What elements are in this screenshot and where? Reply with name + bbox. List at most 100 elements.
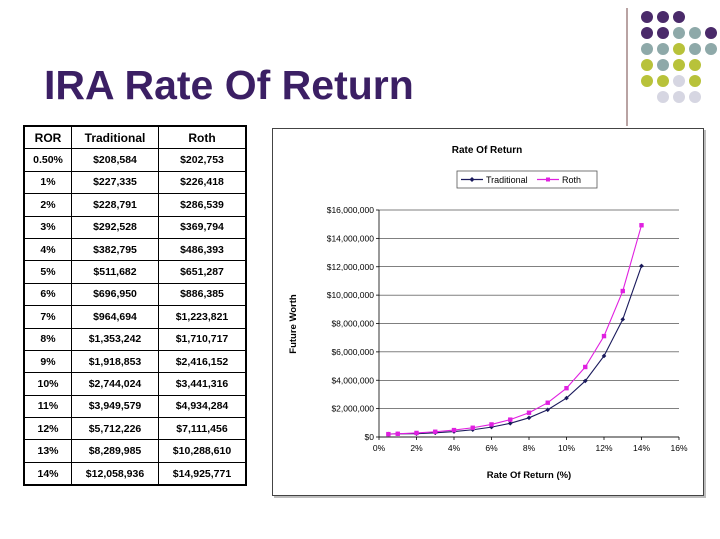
y-tick-label: $8,000,000 bbox=[331, 319, 374, 329]
table-row: 2% $228,791 $286,539 bbox=[24, 193, 246, 217]
decorative-dot bbox=[641, 11, 653, 23]
cell-roth: $651,287 bbox=[158, 260, 246, 284]
legend-marker bbox=[546, 177, 550, 182]
decorative-dot bbox=[689, 59, 701, 71]
decorative-dot bbox=[673, 75, 685, 87]
y-tick-label: $12,000,000 bbox=[327, 262, 375, 272]
cell-traditional: $2,744,024 bbox=[71, 372, 159, 396]
data-point-traditional bbox=[620, 317, 626, 322]
data-point-roth bbox=[620, 288, 625, 294]
decorative-dot bbox=[673, 59, 685, 71]
cell-ror: 3% bbox=[24, 215, 72, 239]
data-point-traditional bbox=[601, 353, 607, 359]
table-row: 6% $696,950 $886,385 bbox=[24, 282, 246, 307]
y-axis-label: Future Worth bbox=[288, 294, 299, 354]
decorative-dot bbox=[689, 91, 701, 103]
decorative-dot bbox=[641, 75, 653, 87]
table-row: 14% $12,058,936 $14,925,771 bbox=[24, 461, 246, 486]
header-ror: ROR bbox=[24, 125, 72, 150]
cell-traditional: $511,682 bbox=[71, 260, 159, 284]
data-point-roth bbox=[564, 385, 569, 391]
table-row: 11% $3,949,579 $4,934,284 bbox=[24, 394, 246, 419]
table-row: 13% $8,289,985 $10,288,610 bbox=[24, 439, 246, 463]
y-tick-label: $16,000,000 bbox=[327, 205, 375, 215]
cell-traditional: $208,584 bbox=[71, 148, 159, 172]
cell-ror: 4% bbox=[24, 237, 72, 262]
x-tick-label: 8% bbox=[523, 443, 536, 453]
data-point-roth bbox=[601, 333, 607, 339]
rate-of-return-chart: Rate Of Return Traditional Roth $0 $2,000,00… bbox=[288, 145, 688, 481]
decorative-dot bbox=[657, 11, 669, 23]
cell-traditional: $12,058,936 bbox=[71, 461, 159, 486]
cell-roth: $1,710,717 bbox=[158, 327, 246, 351]
data-point-traditional bbox=[507, 421, 513, 426]
cell-traditional: $5,712,226 bbox=[71, 417, 159, 441]
data-point-roth bbox=[470, 425, 475, 430]
cell-ror: 5% bbox=[24, 260, 72, 284]
table-row: 7% $964,694 $1,223,821 bbox=[24, 305, 246, 329]
y-tick-label: $2,000,000 bbox=[331, 404, 374, 414]
cell-roth: $1,223,821 bbox=[158, 305, 246, 329]
cell-traditional: $227,335 bbox=[71, 170, 159, 195]
decorative-dot bbox=[641, 27, 653, 39]
legend-label: Traditional bbox=[486, 175, 528, 185]
data-point-roth bbox=[433, 429, 438, 434]
cell-traditional: $8,289,985 bbox=[71, 439, 159, 463]
data-point-roth bbox=[639, 223, 644, 228]
x-tick-label: 16% bbox=[670, 443, 687, 453]
cell-roth: $202,753 bbox=[158, 148, 246, 172]
decorative-dot bbox=[689, 27, 701, 39]
x-tick-label: 2% bbox=[410, 443, 423, 453]
cell-traditional: $1,918,853 bbox=[71, 349, 159, 374]
decorative-dot bbox=[641, 59, 653, 71]
decorative-dot bbox=[673, 11, 685, 23]
x-tick-label: 6% bbox=[485, 443, 498, 453]
cell-roth: $226,418 bbox=[158, 170, 246, 195]
decorative-dot bbox=[657, 59, 669, 71]
x-tick-label: 12% bbox=[595, 443, 612, 453]
data-point-roth bbox=[489, 422, 494, 427]
decorative-dot bbox=[673, 43, 685, 55]
decorative-dot bbox=[673, 27, 685, 39]
data-point-roth bbox=[386, 431, 391, 437]
chart-panel: Rate Of Return Traditional Roth $0 $2,000,00… bbox=[272, 128, 704, 496]
table-row: 4% $382,795 $486,393 bbox=[24, 237, 246, 262]
cell-roth: $369,794 bbox=[158, 215, 246, 239]
cell-roth: $4,934,284 bbox=[158, 394, 246, 419]
x-tick-label: 14% bbox=[633, 443, 650, 453]
ror-table: ROR Traditional Roth 0.50% $208,584 $202,7… bbox=[23, 124, 247, 487]
data-point-traditional bbox=[582, 378, 588, 384]
cell-ror: 10% bbox=[24, 372, 72, 396]
table-row: 8% $1,353,242 $1,710,717 bbox=[24, 327, 246, 351]
cell-traditional: $228,791 bbox=[71, 193, 159, 217]
cell-ror: 14% bbox=[24, 461, 72, 486]
cell-ror: 13% bbox=[24, 439, 72, 463]
cell-ror: 12% bbox=[24, 417, 72, 441]
series-line-roth bbox=[388, 225, 643, 435]
slide-title: IRA Rate Of Return bbox=[44, 62, 414, 108]
cell-ror: 2% bbox=[24, 193, 72, 217]
table-row: 10% $2,744,024 $3,441,316 bbox=[24, 372, 246, 396]
data-point-roth bbox=[451, 427, 457, 433]
data-point-roth bbox=[545, 400, 550, 405]
legend-box bbox=[456, 170, 598, 189]
decorative-dot bbox=[689, 43, 701, 55]
table-row: 0.50% $208,584 $202,753 bbox=[24, 148, 246, 172]
y-tick-label: $0 bbox=[365, 432, 375, 442]
table-row: 12% $5,712,226 $7,111,456 bbox=[24, 417, 246, 441]
x-tick-label: 4% bbox=[448, 443, 461, 453]
cell-traditional: $964,694 bbox=[71, 305, 159, 329]
cell-traditional: $382,795 bbox=[71, 237, 159, 262]
cell-ror: 7% bbox=[24, 305, 72, 329]
cell-roth: $14,925,771 bbox=[158, 461, 246, 486]
cell-traditional: $696,950 bbox=[71, 282, 159, 307]
x-tick-label: 0% bbox=[373, 443, 386, 453]
decorative-dot bbox=[657, 43, 669, 55]
cell-ror: 9% bbox=[24, 349, 72, 374]
header-roth: Roth bbox=[158, 125, 246, 150]
header-traditional: Traditional bbox=[71, 125, 159, 150]
y-tick-label: $14,000,000 bbox=[327, 233, 375, 243]
decorative-dot bbox=[705, 43, 717, 55]
y-tick-label: $10,000,000 bbox=[327, 290, 375, 300]
decorative-divider bbox=[626, 8, 628, 126]
